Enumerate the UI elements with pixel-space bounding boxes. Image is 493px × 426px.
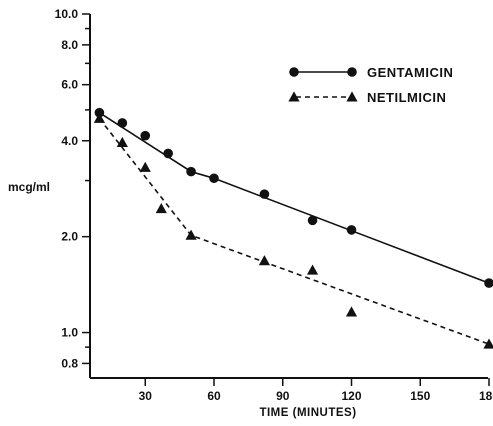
legend-marker-gentamicin [289, 67, 299, 77]
legend-label-gentamicin: GENTAMICIN [367, 65, 453, 80]
netilmicin-point [258, 255, 271, 266]
netilmicin-point [483, 338, 493, 349]
x-tick-label: 150 [410, 389, 430, 403]
netilmicin-point [116, 136, 128, 147]
x-axis-label: TIME (MINUTES) [259, 407, 356, 419]
series-gentamicin [94, 107, 493, 288]
x-tick-label: 90 [276, 389, 290, 403]
legend: GENTAMICIN NETILMICIN [288, 65, 453, 105]
axes: 10.0 8.0 6.0 4.0 2.0 1.0 0.8 30 60 90 120 150 180 [55, 7, 493, 403]
gentamicin-point [346, 225, 357, 235]
gentamicin-point [117, 118, 128, 128]
gentamicin-point [259, 189, 270, 199]
y-axis-label: mcg/ml [8, 180, 50, 194]
gentamicin-line [98, 112, 490, 284]
gentamicin-point [307, 215, 318, 226]
y-tick-label: 0.8 [61, 356, 78, 370]
legend-item-netilmicin: NETILMICIN [288, 90, 446, 105]
legend-item-gentamicin: GENTAMICIN [289, 65, 453, 80]
y-tick-label: 1.0 [61, 326, 78, 340]
legend-marker-netilmicin [288, 91, 300, 102]
x-tick-label: 180 [479, 389, 493, 403]
gentamicin-point [163, 148, 173, 159]
y-tick-label: 10.0 [55, 7, 79, 21]
gentamicin-point [209, 173, 219, 184]
gentamicin-point [186, 166, 196, 177]
legend-label-netilmicin: NETILMICIN [367, 90, 446, 105]
gentamicin-point [94, 107, 105, 118]
gentamicin-point [140, 130, 151, 141]
y-tick-label: 8.0 [61, 38, 78, 52]
netilmicin-line [98, 118, 490, 345]
y-tick-label: 4.0 [61, 134, 78, 148]
netilmicin-point [306, 264, 319, 275]
netilmicin-point [345, 306, 358, 317]
y-tick-label: 6.0 [61, 78, 78, 92]
x-tick-label: 120 [341, 389, 361, 403]
y-tick-label: 2.0 [61, 230, 78, 244]
netilmicin-point [185, 229, 197, 240]
gentamicin-point [484, 278, 493, 288]
legend-marker-gentamicin [347, 67, 357, 77]
netilmicin-point [155, 202, 167, 214]
legend-marker-netilmicin [346, 91, 358, 102]
series-layer [93, 107, 493, 349]
x-tick-label: 60 [207, 389, 221, 403]
x-tick-label: 30 [139, 389, 153, 403]
series-netilmicin [93, 112, 493, 349]
netilmicin-point [139, 161, 151, 172]
netilmicin-point [93, 112, 106, 123]
